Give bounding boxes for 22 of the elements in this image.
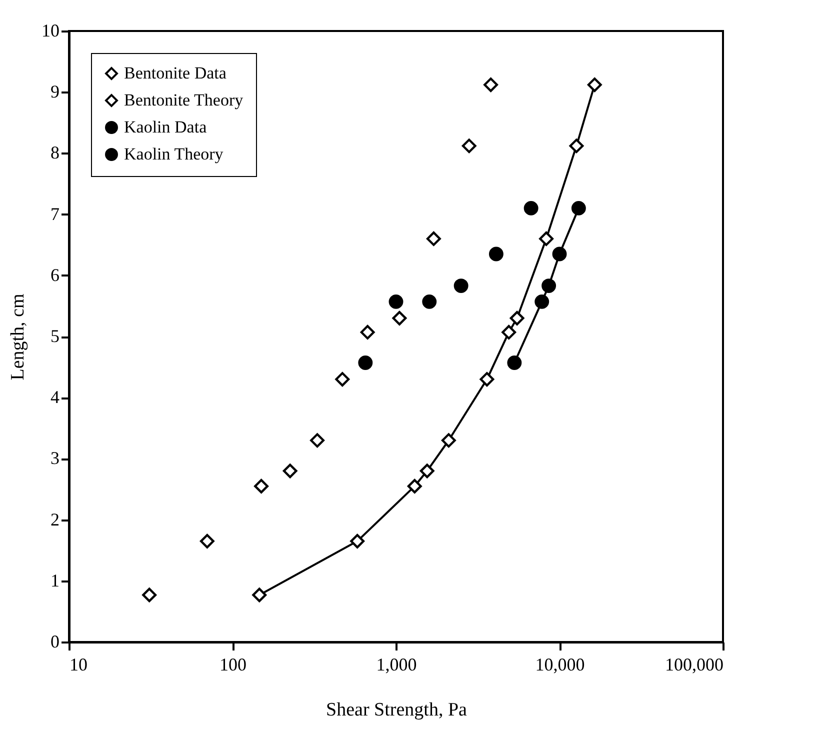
- y-tick-label: 5: [50, 326, 60, 346]
- x-axis-title: Shear Strength, Pa: [326, 700, 468, 720]
- y-tick-label: 10: [42, 20, 60, 40]
- y-tick-label: 4: [50, 387, 60, 408]
- x-tick-label: 1,000: [376, 654, 417, 674]
- y-tick-label: 2: [50, 509, 60, 530]
- y-tick-label: 0: [50, 632, 60, 652]
- y-tick-label: 1: [50, 570, 60, 590]
- y-tick-label: 9: [50, 82, 60, 102]
- legend-label: Bentonite Theory: [124, 90, 244, 110]
- x-tick-label: 10,000: [535, 654, 585, 674]
- x-tick-label: 100: [220, 654, 246, 674]
- y-axis-title: Length, cm: [8, 294, 28, 380]
- legend-label: Bentonite Data: [124, 64, 227, 82]
- x-tick-label: 10: [70, 654, 88, 674]
- y-tick-label: 7: [50, 204, 60, 224]
- y-tick-label: 8: [50, 142, 60, 163]
- legend-label: Kaolin Data: [124, 118, 208, 136]
- y-tick-label: 3: [50, 448, 60, 468]
- y-tick-label: 6: [50, 264, 60, 285]
- x-tick-label: 100,000: [665, 654, 724, 674]
- legend-label: Kaolin Theory: [124, 144, 224, 164]
